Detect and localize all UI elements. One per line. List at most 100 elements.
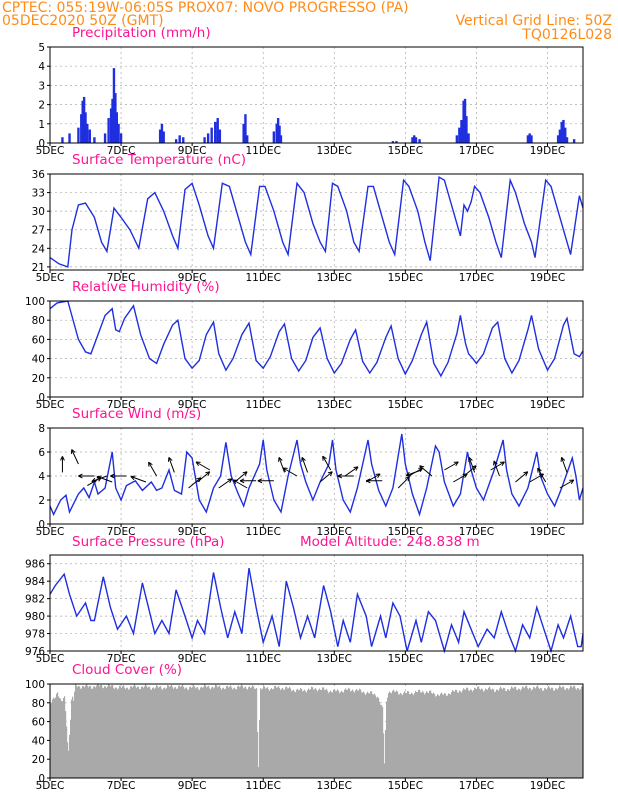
precip-bar: [560, 121, 563, 143]
cloud-column: [574, 685, 576, 778]
precip-bar: [119, 133, 123, 143]
cloud-column: [137, 686, 139, 778]
cloud-column: [172, 687, 174, 778]
precip-bar: [244, 114, 247, 143]
cloud-ytick-label: 40: [32, 735, 45, 747]
cloud-column: [435, 696, 437, 778]
panel-pres: Surface Pressure (hPa) Model Altitude: 24…: [25, 534, 584, 665]
cloud-column: [109, 685, 111, 778]
cloud-column: [473, 690, 475, 778]
cloud-column: [551, 687, 553, 778]
wind-xtick-label: 17DEC: [459, 526, 494, 538]
cloud-column: [439, 696, 441, 778]
rh-series-line: [49, 300, 584, 378]
wind-arrow-head: [227, 478, 232, 481]
wind-arrow-shaft: [537, 467, 547, 483]
cloud-column: [476, 688, 478, 778]
wind-arrow-head: [257, 480, 263, 484]
cloud-column: [279, 688, 281, 778]
cloud-column: [467, 687, 469, 778]
wind-arrow-head: [353, 466, 359, 469]
cloud-column: [155, 687, 157, 778]
cloud-column: [64, 696, 66, 778]
cloud-column: [533, 686, 535, 778]
wind-arrow: [537, 467, 547, 483]
cloud-column: [564, 689, 566, 778]
cloud-column: [167, 685, 169, 778]
cloud-column: [278, 686, 280, 778]
cloud-column: [327, 690, 329, 778]
cloud-column: [416, 691, 418, 778]
cloud-column: [408, 691, 410, 778]
cloud-column: [521, 688, 523, 778]
wind-arrow-shaft: [195, 461, 211, 471]
header-grid-line-note: Vertical Grid Line: 50Z: [456, 13, 612, 29]
cloud-column: [236, 689, 238, 778]
precip-bar: [528, 133, 531, 143]
cloud-column: [297, 688, 299, 778]
cloud-column: [300, 687, 302, 778]
cloud-column: [193, 684, 195, 778]
cloud-column: [221, 689, 223, 778]
cloud-column: [101, 684, 103, 778]
cloud-column: [164, 687, 166, 778]
precip-bar: [460, 119, 463, 143]
cloud-column: [170, 685, 172, 778]
cloud-column: [212, 686, 214, 778]
wind-arrow-head: [130, 476, 135, 481]
cloud-column: [475, 688, 477, 778]
cloud-column: [538, 687, 540, 778]
precip-bar: [272, 131, 276, 143]
wind-ytick-label: 8: [38, 423, 45, 435]
cloud-column: [108, 684, 110, 778]
wind-arrow: [515, 471, 529, 483]
cloud-column: [377, 696, 379, 778]
cloud-column: [62, 701, 64, 778]
precip-bar: [526, 135, 530, 143]
precip-bar: [467, 133, 470, 143]
wind-arrow: [197, 471, 211, 483]
cloud-column: [182, 684, 184, 778]
cloud-column: [315, 688, 317, 778]
cloud-column: [539, 689, 541, 778]
cloud-column: [277, 687, 279, 778]
cloud-column: [141, 686, 143, 778]
wind-arrow-shaft: [218, 478, 233, 489]
wind-arrow-head: [322, 455, 327, 460]
wind-ytick-label: 0: [38, 519, 45, 531]
wind-arrow-shaft: [319, 471, 333, 483]
wind-arrow-head: [242, 471, 248, 474]
cloud-column: [335, 691, 337, 778]
cloud-column: [50, 703, 52, 778]
cloud-column: [313, 689, 315, 778]
wind-arrow: [493, 460, 500, 477]
cloud-column: [394, 691, 396, 778]
cloud-xtick-label: 11DEC: [245, 780, 280, 792]
wind-arrow: [257, 478, 274, 484]
cloud-column: [361, 692, 363, 778]
wind-arrow-shaft: [419, 465, 433, 477]
precip-xtick-label: 13DEC: [317, 145, 352, 157]
cloud-column: [386, 701, 388, 778]
precip-bar: [117, 123, 120, 143]
cloud-column: [344, 689, 346, 778]
precip-bar: [182, 137, 185, 143]
cloud-column: [103, 688, 105, 778]
cloud-column: [503, 687, 505, 778]
temp-title: Surface Temperature (nC): [72, 152, 246, 168]
wind-arrow: [559, 479, 575, 489]
cloud-column: [77, 687, 79, 778]
cloud-column: [396, 690, 398, 778]
cloud-column: [190, 686, 192, 778]
cloud-column: [360, 689, 362, 778]
cloud-column: [372, 694, 374, 778]
cloud-column: [183, 686, 185, 778]
precip-bar: [411, 137, 414, 143]
cloud-column: [494, 692, 496, 778]
cloud-column: [283, 689, 285, 778]
cloud-column: [443, 694, 445, 778]
cloud-column: [135, 686, 137, 778]
cloud-ytick-label: 60: [32, 717, 45, 729]
pres-xtick-label: 19DEC: [530, 653, 565, 665]
cloud-column: [228, 687, 230, 778]
